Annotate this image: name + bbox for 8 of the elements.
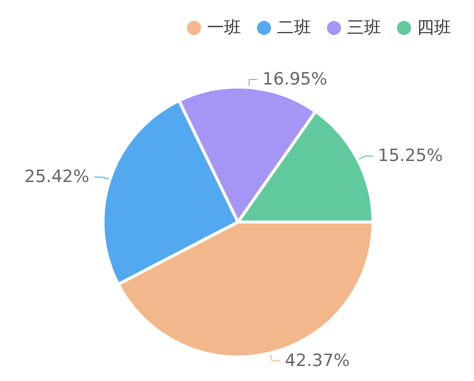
legend-label: 四班 [417,18,451,38]
data-label: 42.37% [284,350,350,371]
legend-label: 二班 [277,18,311,38]
data-label: 16.95% [262,69,328,90]
data-label: 15.25% [378,146,443,166]
legend-label: 三班 [347,18,381,38]
legend-label: 一班 [207,18,241,38]
data-label: 25.42% [24,167,90,188]
